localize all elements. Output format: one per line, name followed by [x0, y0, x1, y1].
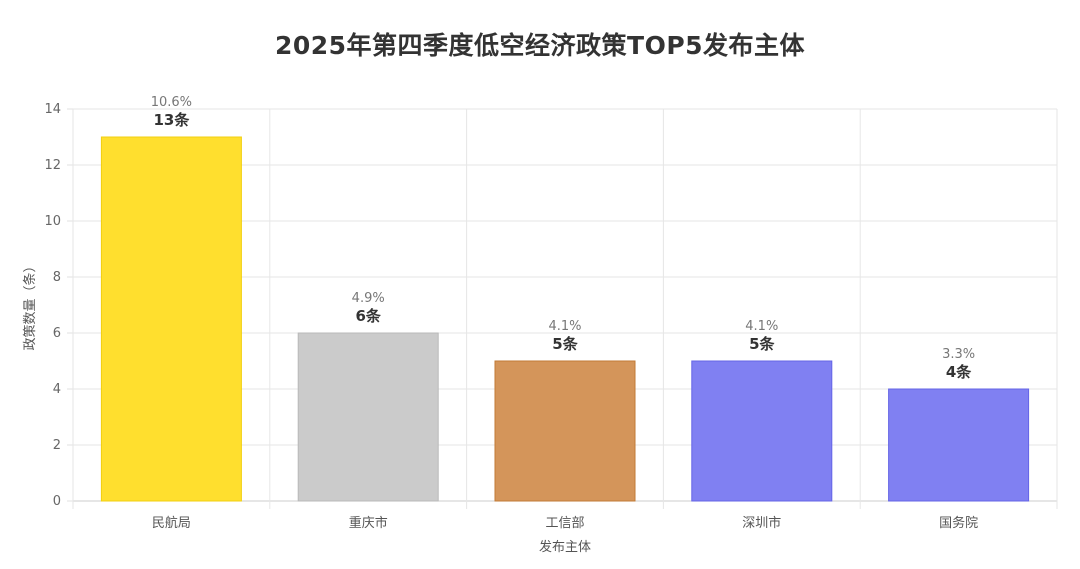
percent-label: 3.3% — [942, 347, 975, 362]
bar-0 — [100, 136, 242, 502]
x-tick-label: 重庆市 — [349, 515, 388, 531]
y-tick-label: 4 — [53, 382, 61, 397]
x-tick-label: 工信部 — [545, 516, 584, 531]
chart-title: 2025年第四季度低空经济政策TOP5发布主体 — [274, 31, 806, 60]
count-label: 4条 — [946, 363, 972, 381]
count-label: 5条 — [749, 335, 775, 353]
y-tick-label: 10 — [44, 214, 61, 229]
count-label: 6条 — [355, 307, 381, 325]
x-tick-label: 深圳市 — [742, 515, 781, 531]
percent-label: 10.6% — [151, 95, 192, 110]
y-tick-label: 2 — [53, 438, 61, 453]
bar-1 — [297, 332, 439, 502]
bars — [100, 136, 1030, 502]
percent-label: 4.1% — [745, 319, 778, 334]
count-label: 5条 — [552, 335, 578, 353]
bar-4 — [888, 388, 1030, 502]
bar-3 — [691, 360, 833, 502]
y-tick-label: 14 — [44, 102, 61, 117]
percent-label: 4.9% — [352, 291, 385, 306]
y-tick-label: 0 — [53, 494, 61, 509]
y-axis-title: 政策数量（条） — [22, 259, 38, 350]
y-axis-ticks: 0 2 4 6 8 10 12 14 — [44, 102, 61, 509]
x-tick-label: 民航局 — [152, 515, 191, 531]
percent-label: 4.1% — [548, 319, 581, 334]
y-tick-label: 6 — [53, 326, 61, 341]
x-axis-title: 发布主体 — [539, 539, 591, 555]
x-axis-ticks: 民航局 重庆市 工信部 深圳市 国务院 — [152, 515, 978, 531]
bar-2 — [494, 360, 636, 502]
y-tick-label: 8 — [53, 270, 61, 285]
x-tick-label: 国务院 — [939, 515, 978, 531]
count-label: 13条 — [153, 111, 190, 129]
y-tick-label: 12 — [44, 158, 61, 173]
